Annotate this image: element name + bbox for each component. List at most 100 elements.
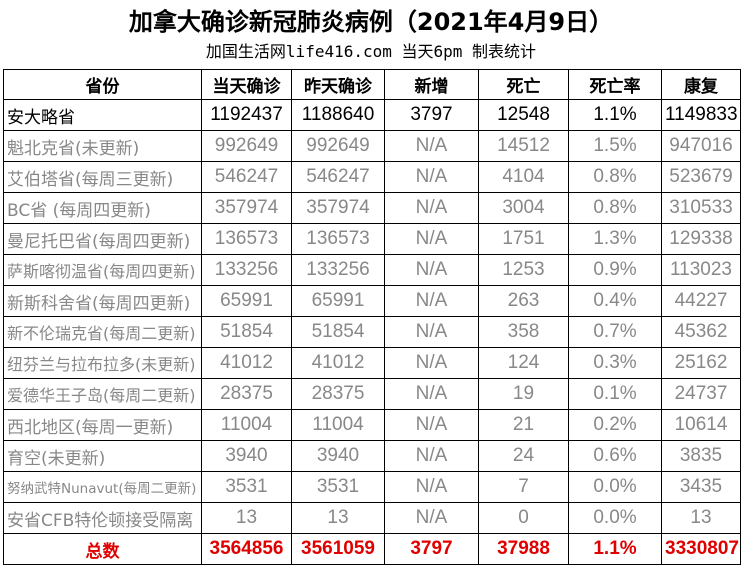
- value-cell: 3940: [291, 440, 385, 472]
- value-cell: N/A: [384, 440, 479, 472]
- value-cell: 19: [478, 378, 569, 410]
- value-cell: 25162: [661, 347, 741, 379]
- value-cell: 0.3%: [568, 347, 662, 379]
- value-cell: 546247: [291, 161, 385, 193]
- table-row: 新斯科舍省(每周四更新) 65991 65991 N/A 263 0.4% 44227: [3, 285, 741, 317]
- value-cell: N/A: [384, 502, 479, 534]
- province-cell: 魁北克省(未更新): [3, 130, 202, 162]
- table-row: 安省CFB特伦顿接受隔离 13 13 N/A 0 0.0% 13: [3, 502, 741, 534]
- table-row: 新不伦瑞克省(每周二更新) 51854 51854 N/A 358 0.7% 45362: [3, 316, 741, 348]
- province-cell: 西北地区(每周一更新): [3, 409, 202, 441]
- province-cell: 安省CFB特伦顿接受隔离: [3, 502, 202, 534]
- value-cell: 3835: [661, 440, 741, 472]
- value-cell: 7: [478, 471, 569, 503]
- value-cell: 357974: [291, 192, 385, 224]
- value-cell: 14512: [478, 130, 569, 162]
- value-cell: 28375: [201, 378, 292, 410]
- value-cell: 65991: [201, 285, 292, 317]
- table-row: 育空(未更新) 3940 3940 N/A 24 0.6% 3835: [3, 440, 741, 472]
- value-cell: 3940: [201, 440, 292, 472]
- value-cell: 37988: [478, 533, 569, 565]
- value-cell: 0.2%: [568, 409, 662, 441]
- value-cell: 10614: [661, 409, 741, 441]
- column-header: 昨天确诊: [291, 69, 385, 100]
- value-cell: 358: [478, 316, 569, 348]
- value-cell: N/A: [384, 130, 479, 162]
- province-cell: BC省 (每周四更新): [3, 192, 202, 224]
- value-cell: 24: [478, 440, 569, 472]
- value-cell: N/A: [384, 316, 479, 348]
- value-cell: 12548: [478, 99, 569, 131]
- value-cell: 1751: [478, 223, 569, 255]
- value-cell: 13: [291, 502, 385, 534]
- value-cell: 51854: [291, 316, 385, 348]
- column-header: 省份: [3, 69, 202, 100]
- province-cell: 萨斯喀彻温省(每周四更新): [3, 254, 202, 286]
- value-cell: 0.6%: [568, 440, 662, 472]
- value-cell: N/A: [384, 161, 479, 193]
- table-row: 爱德华王子岛(每周二更新) 28375 28375 N/A 19 0.1% 24737: [3, 378, 741, 410]
- value-cell: N/A: [384, 409, 479, 441]
- province-cell: 总数: [3, 533, 202, 565]
- value-cell: 13: [661, 502, 741, 534]
- value-cell: 1.3%: [568, 223, 662, 255]
- value-cell: 129338: [661, 223, 741, 255]
- value-cell: 3797: [384, 533, 479, 565]
- value-cell: 51854: [201, 316, 292, 348]
- province-cell: 爱德华王子岛(每周二更新): [3, 378, 202, 410]
- value-cell: 3531: [201, 471, 292, 503]
- value-cell: 0: [478, 502, 569, 534]
- table-row: 西北地区(每周一更新) 11004 11004 N/A 21 0.2% 10614: [3, 409, 741, 441]
- value-cell: 124: [478, 347, 569, 379]
- table-row: 总数 3564856 3561059 3797 37988 1.1% 3330807: [3, 533, 741, 565]
- table-row: 曼尼托巴省(每周四更新) 136573 136573 N/A 1751 1.3% 12933…: [3, 223, 741, 255]
- table-row: BC省 (每周四更新) 357974 357974 N/A 3004 0.8% 310533: [3, 192, 741, 224]
- column-header: 死亡: [478, 69, 569, 100]
- value-cell: N/A: [384, 347, 479, 379]
- value-cell: 947016: [661, 130, 741, 162]
- province-cell: 艾伯塔省(每周三更新): [3, 161, 202, 193]
- value-cell: 3435: [661, 471, 741, 503]
- header-row: 省份 当天确诊 昨天确诊 新增 死亡 死亡率 康复: [3, 69, 741, 100]
- value-cell: 3004: [478, 192, 569, 224]
- value-cell: 65991: [291, 285, 385, 317]
- value-cell: 21: [478, 409, 569, 441]
- table-row: 萨斯喀彻温省(每周四更新) 133256 133256 N/A 1253 0.9% 1130…: [3, 254, 741, 286]
- value-cell: 41012: [201, 347, 292, 379]
- value-cell: 992649: [201, 130, 292, 162]
- table-body: 安大略省 1192437 1188640 3797 12548 1.1% 1149833 魁北…: [3, 99, 741, 565]
- table: 省份 当天确诊 昨天确诊 新增 死亡 死亡率 康复 安大略省 1192437 1188640 37…: [3, 69, 741, 565]
- province-cell: 安大略省: [3, 99, 202, 131]
- value-cell: 546247: [201, 161, 292, 193]
- value-cell: 992649: [291, 130, 385, 162]
- value-cell: N/A: [384, 254, 479, 286]
- value-cell: 28375: [291, 378, 385, 410]
- value-cell: 1.1%: [568, 533, 662, 565]
- value-cell: N/A: [384, 471, 479, 503]
- value-cell: 0.8%: [568, 192, 662, 224]
- column-header: 当天确诊: [201, 69, 292, 100]
- value-cell: N/A: [384, 223, 479, 255]
- table-row: 安大略省 1192437 1188640 3797 12548 1.1% 1149833: [3, 99, 741, 131]
- value-cell: 4104: [478, 161, 569, 193]
- value-cell: 44227: [661, 285, 741, 317]
- value-cell: 1192437: [201, 99, 292, 131]
- province-cell: 育空(未更新): [3, 440, 202, 472]
- value-cell: 1253: [478, 254, 569, 286]
- value-cell: 24737: [661, 378, 741, 410]
- value-cell: 3531: [291, 471, 385, 503]
- value-cell: N/A: [384, 192, 479, 224]
- value-cell: 45362: [661, 316, 741, 348]
- value-cell: 3330807: [661, 533, 741, 565]
- province-cell: 努纳武特Nunavut(每周二更新): [3, 471, 202, 503]
- value-cell: 113023: [661, 254, 741, 286]
- table-row: 艾伯塔省(每周三更新) 546247 546247 N/A 4104 0.8% 523679: [3, 161, 741, 193]
- value-cell: 3564856: [201, 533, 292, 565]
- value-cell: 133256: [291, 254, 385, 286]
- value-cell: 0.1%: [568, 378, 662, 410]
- value-cell: 1.1%: [568, 99, 662, 131]
- value-cell: 3797: [384, 99, 479, 131]
- value-cell: 1188640: [291, 99, 385, 131]
- province-cell: 曼尼托巴省(每周四更新): [3, 223, 202, 255]
